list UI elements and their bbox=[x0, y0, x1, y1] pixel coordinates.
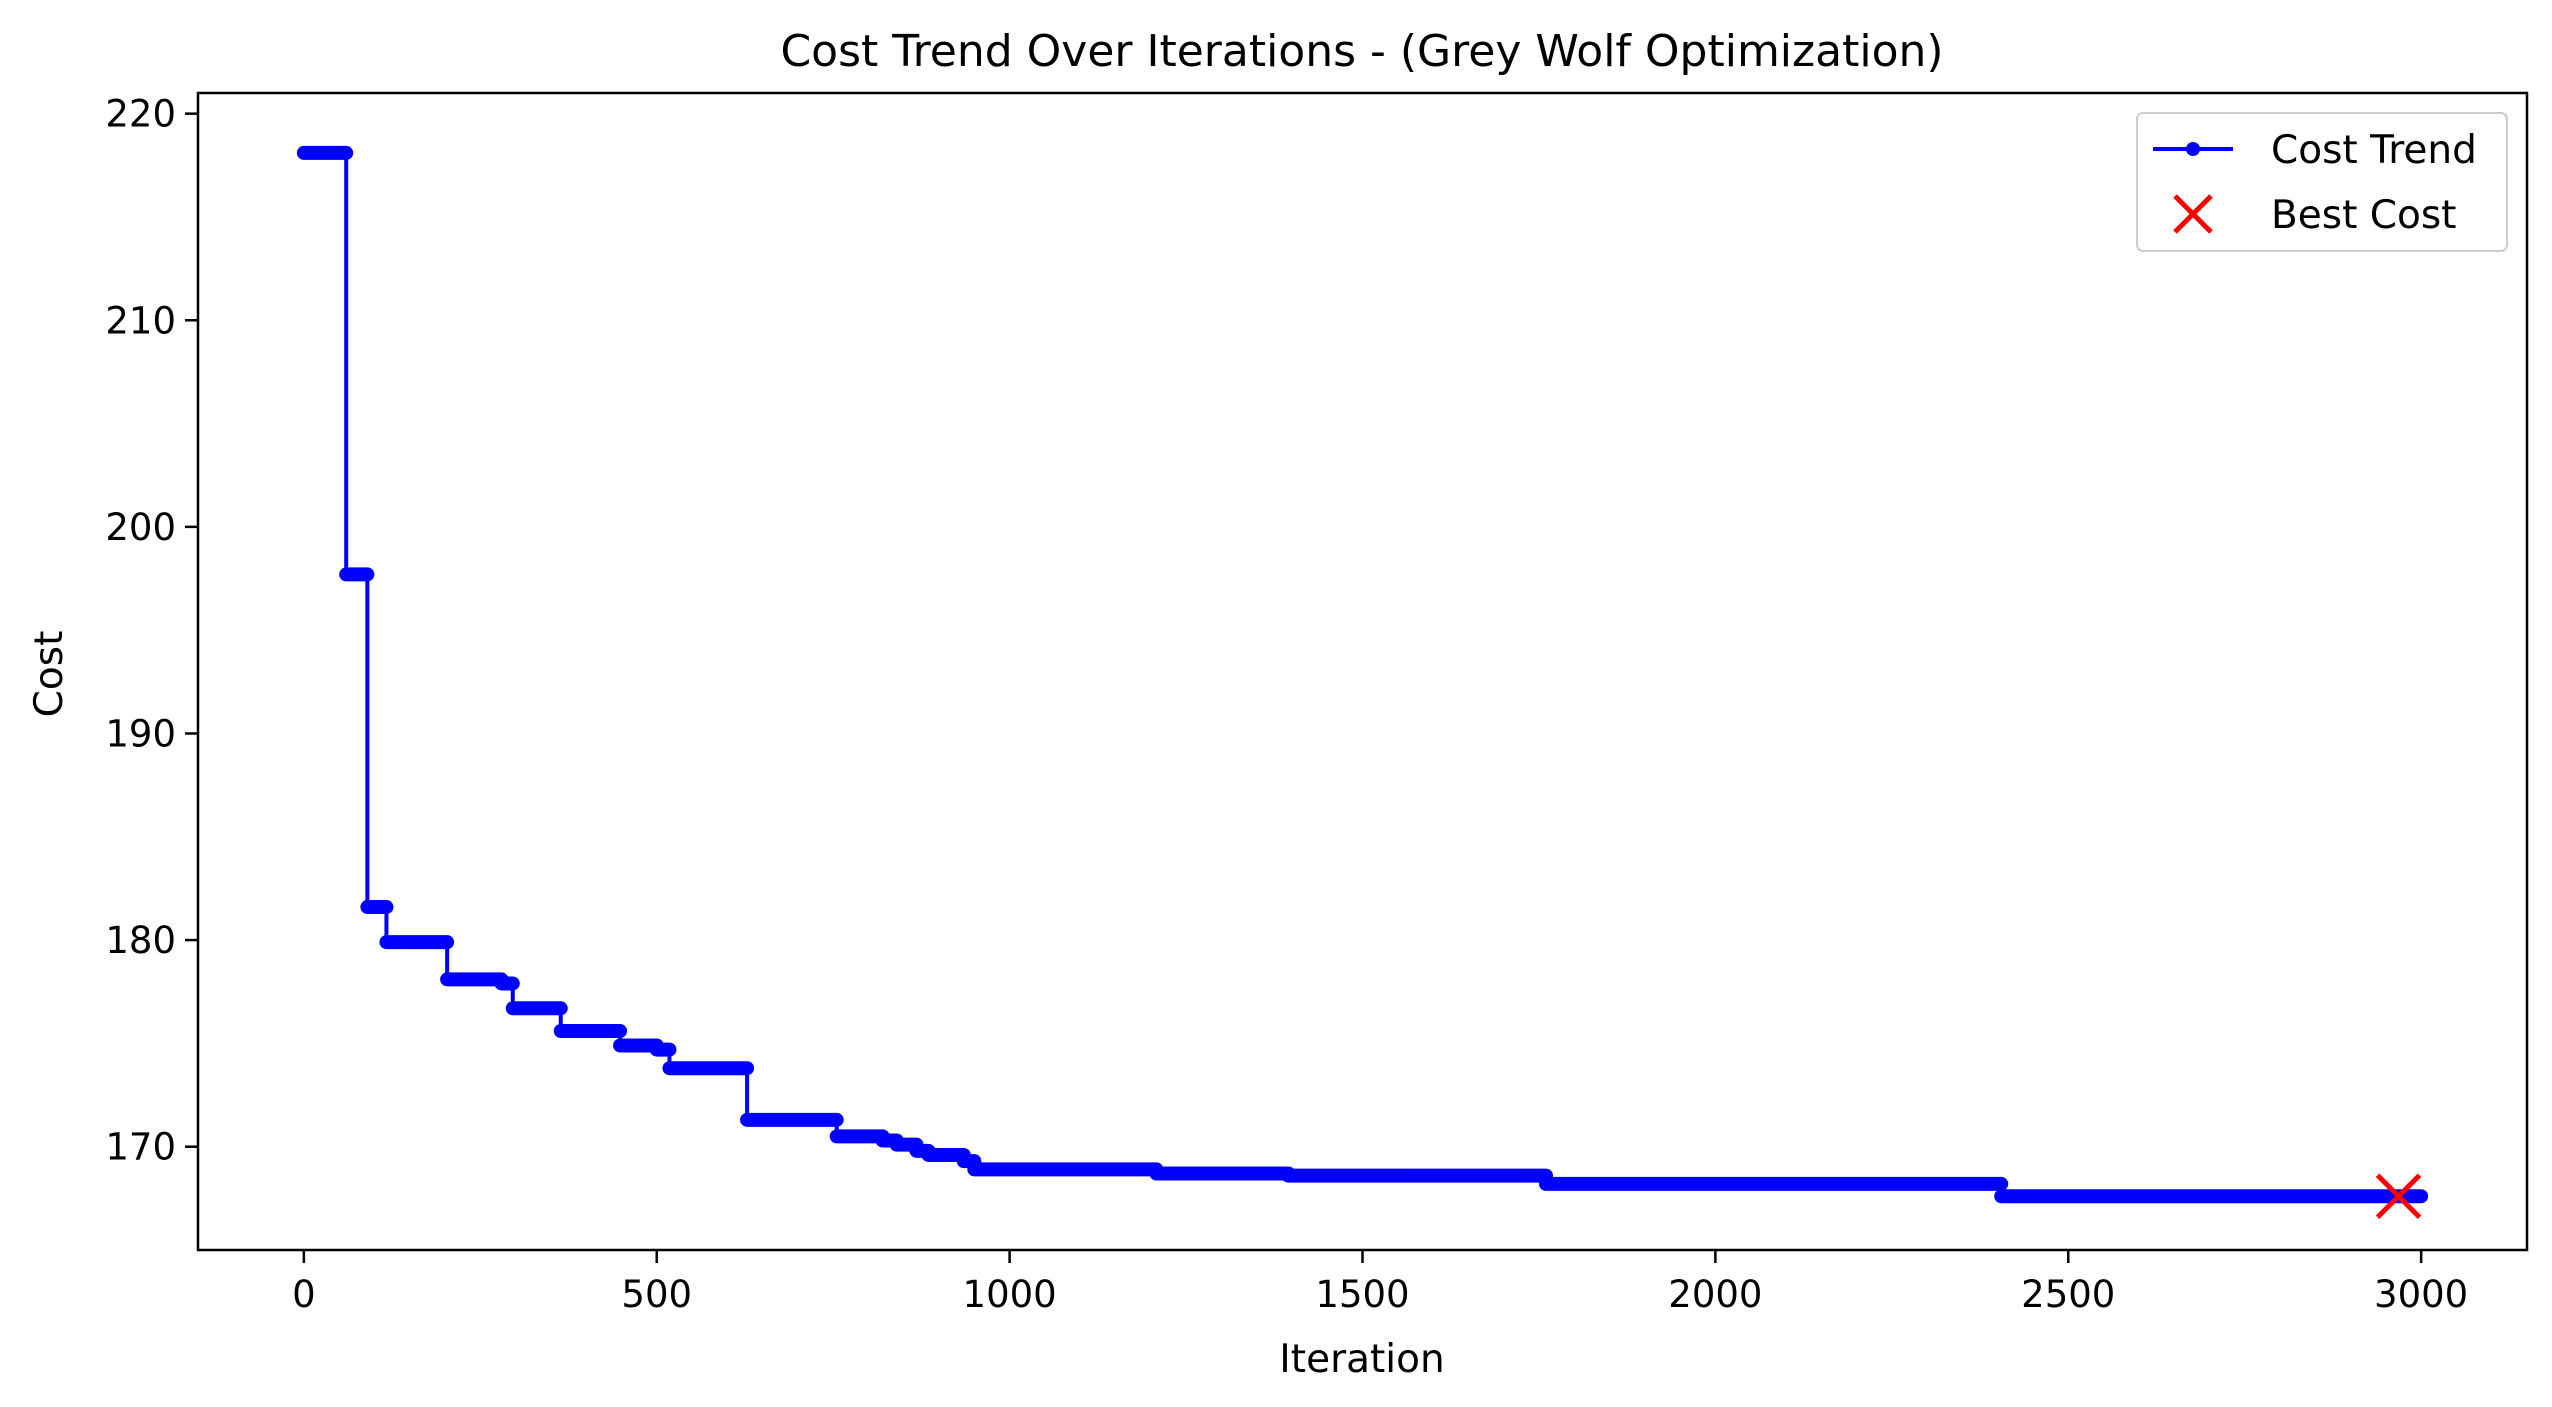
chart-title: Cost Trend Over Iterations - (Grey Wolf … bbox=[780, 26, 1943, 77]
legend-swatch-x bbox=[2173, 194, 2213, 234]
x-tick-label: 2500 bbox=[2021, 1273, 2115, 1316]
y-tick-label: 180 bbox=[105, 919, 176, 962]
best-cost-marker-stroke bbox=[2375, 1173, 2422, 1220]
x-tick-label: 2000 bbox=[1668, 1273, 1762, 1316]
y-tick-label: 200 bbox=[105, 506, 176, 549]
axes: 0 500 1000 1500 2000 2500 3000 170 180 190 200 210 2… bbox=[105, 91, 2529, 1316]
x-axis-label: Iteration bbox=[1279, 1337, 1444, 1382]
x-tick-label: 1000 bbox=[963, 1273, 1057, 1316]
x-tick-label: 500 bbox=[621, 1273, 692, 1316]
cost-trend-markers bbox=[296, 145, 2429, 1204]
plot-area bbox=[296, 145, 2429, 1220]
y-tick-label: 220 bbox=[105, 93, 176, 136]
y-tick-label: 210 bbox=[105, 299, 176, 342]
x-tick-label: 0 bbox=[292, 1273, 316, 1316]
x-tick-label: 3000 bbox=[2374, 1273, 2468, 1316]
best-cost-marker bbox=[2375, 1173, 2422, 1220]
legend-entry-cost-trend: Cost Trend bbox=[2153, 128, 2477, 173]
x-tick-label: 1500 bbox=[1315, 1273, 1409, 1316]
y-tick-label: 170 bbox=[105, 1126, 176, 1169]
legend-swatch-marker bbox=[2186, 142, 2200, 156]
legend-label-cost-trend: Cost Trend bbox=[2271, 128, 2477, 173]
y-axis-label: Cost bbox=[27, 631, 72, 718]
legend-entry-best-cost: Best Cost bbox=[2173, 193, 2456, 238]
y-tick-label: 190 bbox=[105, 712, 176, 755]
plot-frame bbox=[196, 91, 2529, 1252]
legend: Cost Trend Best Cost bbox=[2136, 112, 2508, 252]
legend-label-best-cost: Best Cost bbox=[2271, 193, 2456, 238]
